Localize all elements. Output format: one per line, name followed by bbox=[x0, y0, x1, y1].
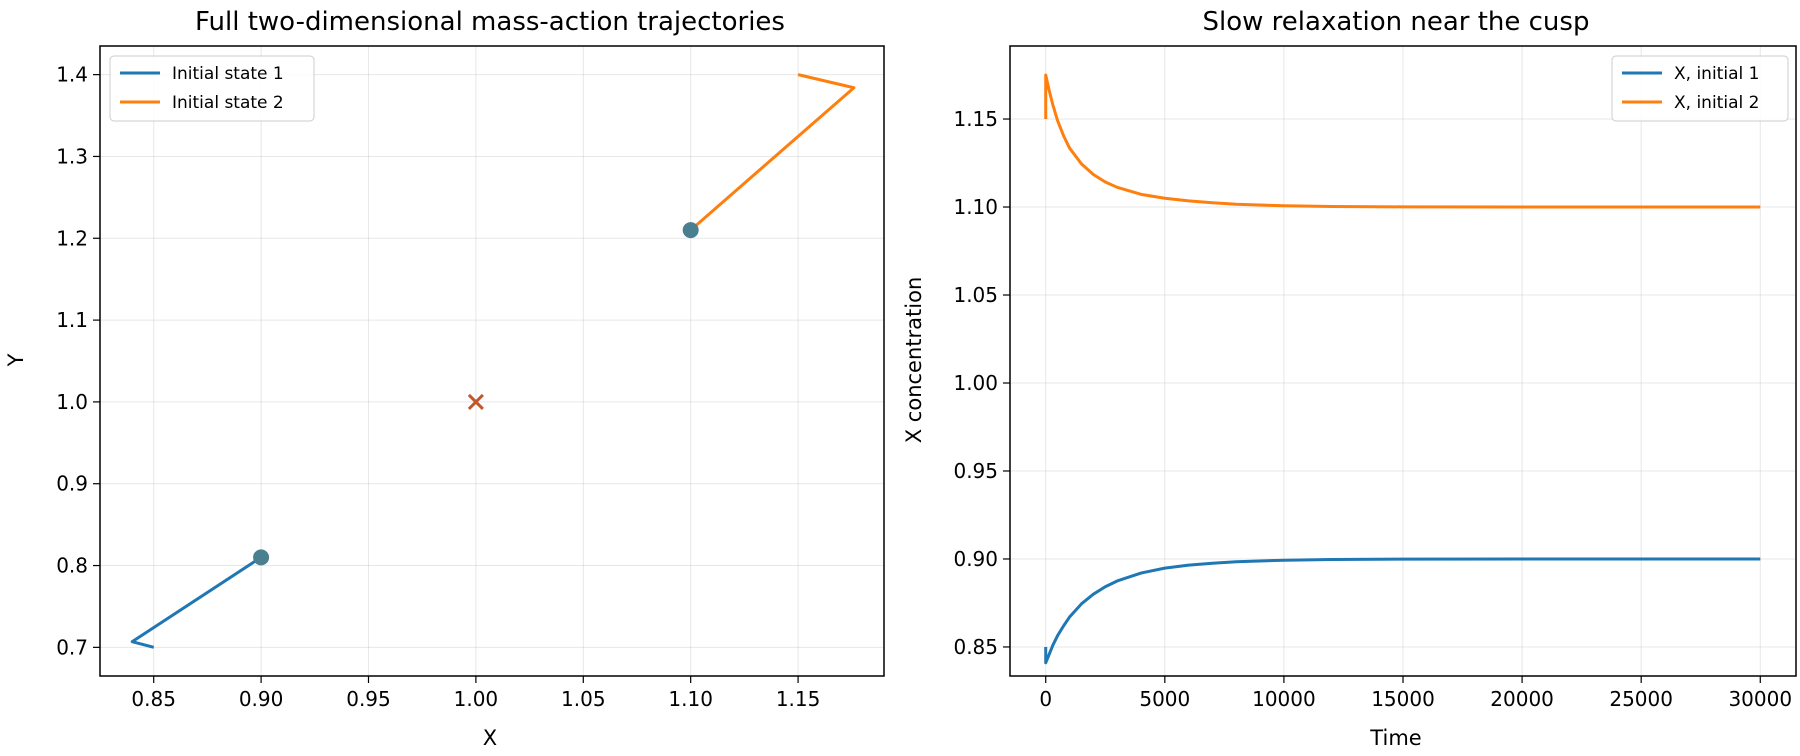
x-tick-label: 25000 bbox=[1609, 687, 1673, 711]
y-tick-label: 1.4 bbox=[56, 63, 88, 87]
y-tick-label: 0.8 bbox=[56, 554, 88, 578]
x-axis-label: X bbox=[483, 726, 497, 750]
grid bbox=[100, 46, 884, 676]
grid bbox=[1010, 46, 1796, 676]
chart-title: Slow relaxation near the cusp bbox=[1203, 7, 1590, 37]
markers-layer bbox=[253, 222, 699, 566]
y-tick-label: 0.7 bbox=[56, 635, 88, 659]
x-tick-label: 1.00 bbox=[454, 687, 499, 711]
y-tick-label: 0.95 bbox=[953, 459, 998, 483]
series-line-1 bbox=[1044, 557, 1761, 665]
x-tick-label: 1.10 bbox=[668, 687, 713, 711]
y-tick-label: 0.90 bbox=[953, 547, 998, 571]
y-axis-label: X concentration bbox=[902, 277, 926, 444]
trajectory-plot: Full two-dimensional mass-action traject… bbox=[4, 7, 885, 750]
y-tick-label: 1.1 bbox=[56, 308, 88, 332]
start-point-marker bbox=[253, 549, 270, 566]
x-tick-label: 10000 bbox=[1252, 687, 1316, 711]
x-tick-label: 1.05 bbox=[561, 687, 606, 711]
x-tick-label: 0 bbox=[1039, 687, 1052, 711]
x-axis-label: Time bbox=[1369, 726, 1421, 750]
plot-frame bbox=[99, 45, 885, 677]
y-axis-label: Y bbox=[4, 353, 28, 367]
x-tick-label: 5000 bbox=[1139, 687, 1190, 711]
series-layer bbox=[130, 73, 856, 649]
relaxation-plot: Slow relaxation near the cusp 0 5000 10000… bbox=[902, 7, 1797, 750]
y-tick-label: 0.85 bbox=[953, 635, 998, 659]
y-tick-label: 1.05 bbox=[953, 283, 998, 307]
x-tick-label: 15000 bbox=[1371, 687, 1435, 711]
y-tick-label: 1.00 bbox=[953, 371, 998, 395]
y-tick-label: 1.3 bbox=[56, 144, 88, 168]
series-layer bbox=[1044, 73, 1761, 665]
x-tick-label: 0.90 bbox=[239, 687, 284, 711]
x-tick-label: 30000 bbox=[1728, 687, 1792, 711]
y-tick-label: 1.10 bbox=[953, 195, 998, 219]
legend-label: X, initial 2 bbox=[1674, 93, 1759, 113]
x-tick-label: 20000 bbox=[1490, 687, 1554, 711]
series-line-1 bbox=[130, 556, 262, 649]
y-tick-label: 1.15 bbox=[953, 107, 998, 131]
fixed-point-marker bbox=[467, 393, 484, 410]
legend-label: Initial state 1 bbox=[172, 64, 284, 84]
start-point-marker bbox=[682, 222, 699, 239]
legend: X, initial 1 X, initial 2 bbox=[1611, 55, 1789, 122]
x-tick-label: 0.95 bbox=[346, 687, 391, 711]
x-tick-label: 0.85 bbox=[131, 687, 176, 711]
ticks-layer: 0 5000 10000 15000 20000 25000 30000 0.85 0.90 0.… bbox=[953, 107, 1792, 711]
y-tick-label: 0.9 bbox=[56, 472, 88, 496]
series-line-2 bbox=[689, 73, 856, 232]
legend: Initial state 1 Initial state 2 bbox=[109, 55, 315, 122]
y-tick-label: 1.2 bbox=[56, 226, 88, 250]
y-tick-label: 1.0 bbox=[56, 390, 88, 414]
legend-box bbox=[109, 55, 315, 122]
x-tick-label: 1.15 bbox=[776, 687, 821, 711]
legend-label: X, initial 1 bbox=[1674, 64, 1759, 84]
ticks-layer: 0.85 0.90 0.95 1.00 1.05 1.10 1.15 0.7 0.8 0.9 1.0… bbox=[56, 63, 820, 711]
chart-title: Full two-dimensional mass-action traject… bbox=[195, 7, 785, 37]
legend-label: Initial state 2 bbox=[172, 93, 284, 113]
series-line-2 bbox=[1044, 73, 1761, 209]
